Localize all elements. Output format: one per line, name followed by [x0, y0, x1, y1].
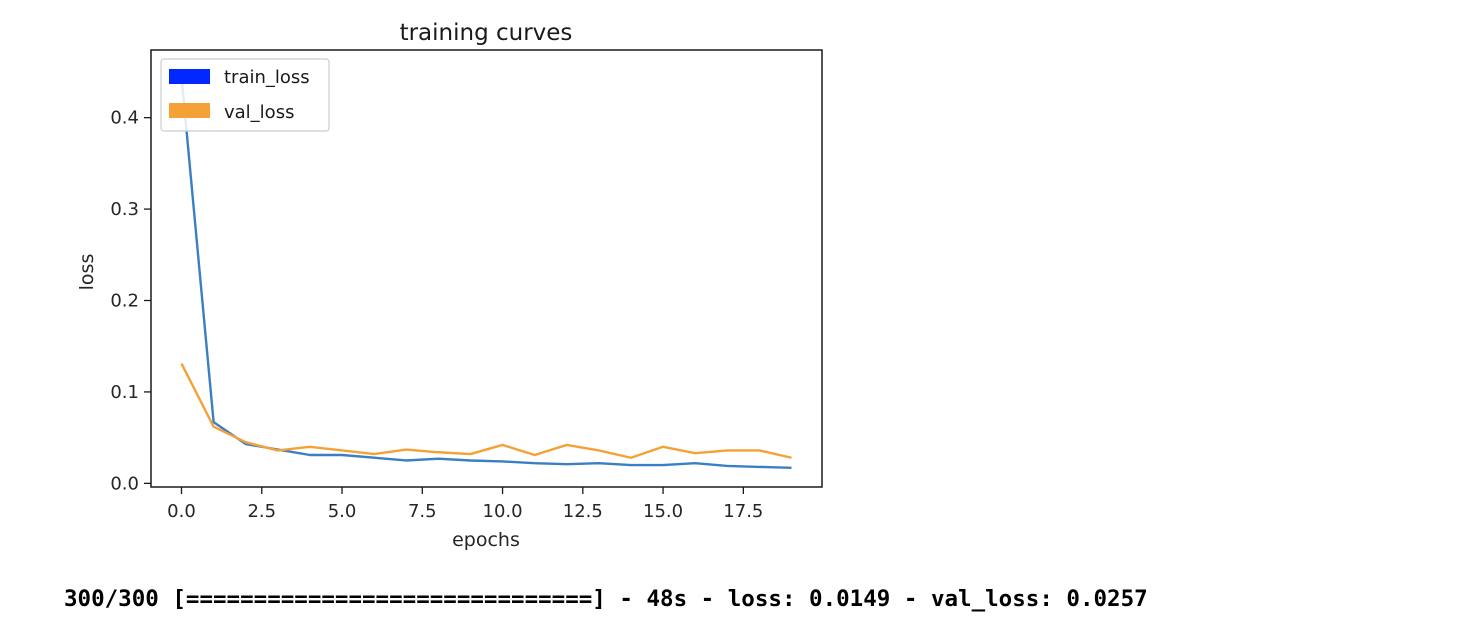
y-tick-label: 0.2 — [110, 290, 139, 311]
x-tick-label: 2.5 — [247, 501, 276, 522]
legend-label-val-loss: val_loss — [224, 102, 294, 123]
x-tick-label: 10.0 — [483, 501, 523, 522]
axis-ticks: 0.0 2.5 5.0 7.5 10.0 12.5 15.0 17.5 0.0 0.1 0.2 0.3… — [110, 108, 763, 522]
x-tick-label: 0.0 — [167, 501, 196, 522]
legend-swatch-val-loss — [169, 103, 210, 118]
legend: train_loss val_loss — [160, 58, 330, 132]
series-line-val-loss — [180, 363, 792, 459]
x-tick-label: 17.5 — [723, 501, 763, 522]
y-axis-label: loss — [76, 254, 98, 291]
y-tick-label: 0.0 — [110, 473, 139, 494]
x-tick-label: 7.5 — [408, 501, 437, 522]
training-progress-line: 300/300 [==============================]… — [64, 586, 1148, 612]
training-curves-chart: training curves 0.0 2.5 5.0 7.5 10.0 12.5 15.0… — [76, 20, 823, 551]
series-line-train-loss — [180, 76, 792, 469]
x-tick-label: 5.0 — [328, 501, 357, 522]
x-tick-label: 12.5 — [563, 501, 603, 522]
x-axis-label: epochs — [452, 529, 520, 551]
x-tick-label: 15.0 — [643, 501, 683, 522]
y-tick-label: 0.4 — [110, 108, 139, 129]
y-tick-label: 0.1 — [110, 382, 139, 403]
legend-swatch-train-loss — [169, 69, 210, 84]
legend-label-train-loss: train_loss — [224, 67, 310, 88]
plot-frame — [150, 49, 823, 488]
y-tick-label: 0.3 — [110, 199, 139, 220]
plot-area — [180, 76, 792, 469]
chart-title: training curves — [400, 20, 573, 46]
